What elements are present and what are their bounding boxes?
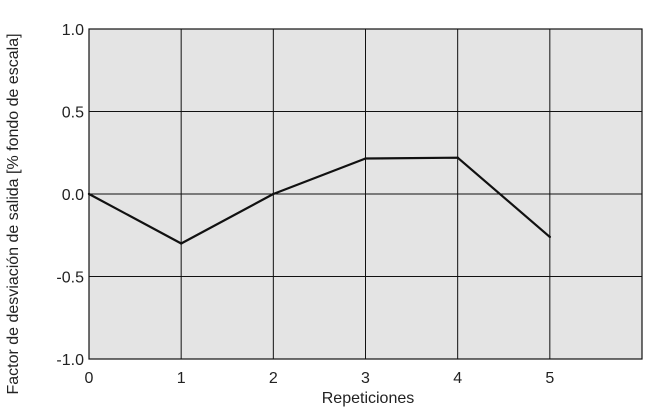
data-point-0 xyxy=(87,192,91,196)
data-point-1 xyxy=(179,242,183,245)
data-point-5 xyxy=(548,235,552,239)
grid xyxy=(88,28,643,360)
data-point-4 xyxy=(456,156,459,159)
data-points xyxy=(87,156,552,245)
x-tick-label-5: 5 xyxy=(545,370,554,387)
x-tick-label-2: 2 xyxy=(269,370,278,387)
y-tick-label-1: 0.5 xyxy=(62,105,84,122)
data-point-2 xyxy=(272,192,275,196)
x-tick-label-1: 1 xyxy=(177,370,186,387)
y-tick-label-0: 1.0 xyxy=(62,22,84,39)
x-tick-label-4: 4 xyxy=(453,370,462,387)
x-tick-label-3: 3 xyxy=(361,370,370,387)
x-axis-label: Repeticiones xyxy=(322,390,415,407)
x-tick-label-0: 0 xyxy=(85,370,94,387)
y-tick-label-2: 0.0 xyxy=(62,187,84,204)
y-axis-label: Factor de desviación de salida [% fondo … xyxy=(5,33,22,394)
series-line xyxy=(88,156,551,245)
y-tick-label-4: -1.0 xyxy=(56,352,84,369)
y-tick-labels: 1.0 0.5 0.0 -0.5 -1.0 xyxy=(56,22,84,369)
y-tick-label-3: -0.5 xyxy=(56,270,84,287)
data-point-3 xyxy=(364,157,367,160)
x-tick-labels: 0 1 2 3 4 5 xyxy=(85,370,555,387)
